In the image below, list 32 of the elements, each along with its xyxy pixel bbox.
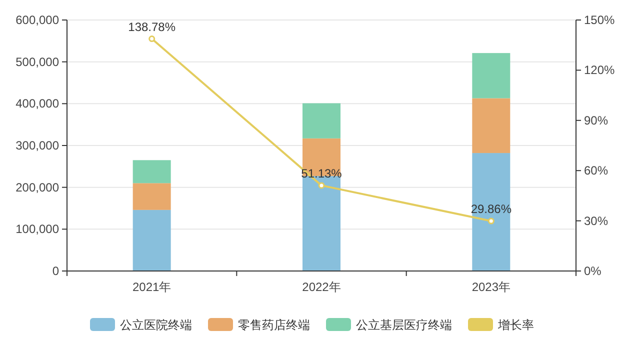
y2-tick-label: 150% bbox=[584, 13, 616, 27]
legend-label: 公立医院终端 bbox=[120, 318, 192, 332]
legend-label: 零售药店终端 bbox=[238, 318, 310, 332]
y2-tick-label: 30% bbox=[584, 214, 608, 228]
data-label: 138.78% bbox=[128, 20, 176, 34]
bar bbox=[472, 153, 510, 271]
bar bbox=[472, 53, 510, 98]
bar bbox=[472, 98, 510, 154]
bar bbox=[132, 160, 171, 184]
y2-tick-label: 60% bbox=[584, 164, 608, 178]
y2-tick-label: 90% bbox=[584, 113, 608, 128]
point bbox=[488, 218, 494, 224]
point bbox=[318, 182, 325, 189]
y-tick-label: 0 bbox=[52, 264, 60, 278]
bar bbox=[302, 176, 340, 271]
y-tick-label: 600,000 bbox=[16, 13, 60, 27]
point bbox=[148, 36, 156, 42]
x-tick-label: 2022年 bbox=[302, 280, 341, 294]
y-tick-label: 400,000 bbox=[16, 96, 60, 111]
y-tick-label: 500,000 bbox=[16, 54, 60, 69]
bar bbox=[302, 103, 340, 138]
y-tick-label: 100,000 bbox=[16, 222, 60, 236]
y-tick-label: 200,000 bbox=[16, 180, 60, 194]
y2-tick-label: 120% bbox=[584, 63, 616, 78]
y-tick-label: 300,000 bbox=[16, 138, 60, 152]
bar bbox=[132, 183, 171, 210]
bar bbox=[132, 210, 171, 271]
y2-tick-label: 0% bbox=[584, 264, 602, 278]
legend-label: 增长率 bbox=[497, 318, 534, 332]
x-tick-label: 2023年 bbox=[472, 280, 511, 294]
legend-label: 公立基层医疗终端 bbox=[356, 318, 452, 332]
x-tick-label: 2021年 bbox=[132, 280, 172, 294]
